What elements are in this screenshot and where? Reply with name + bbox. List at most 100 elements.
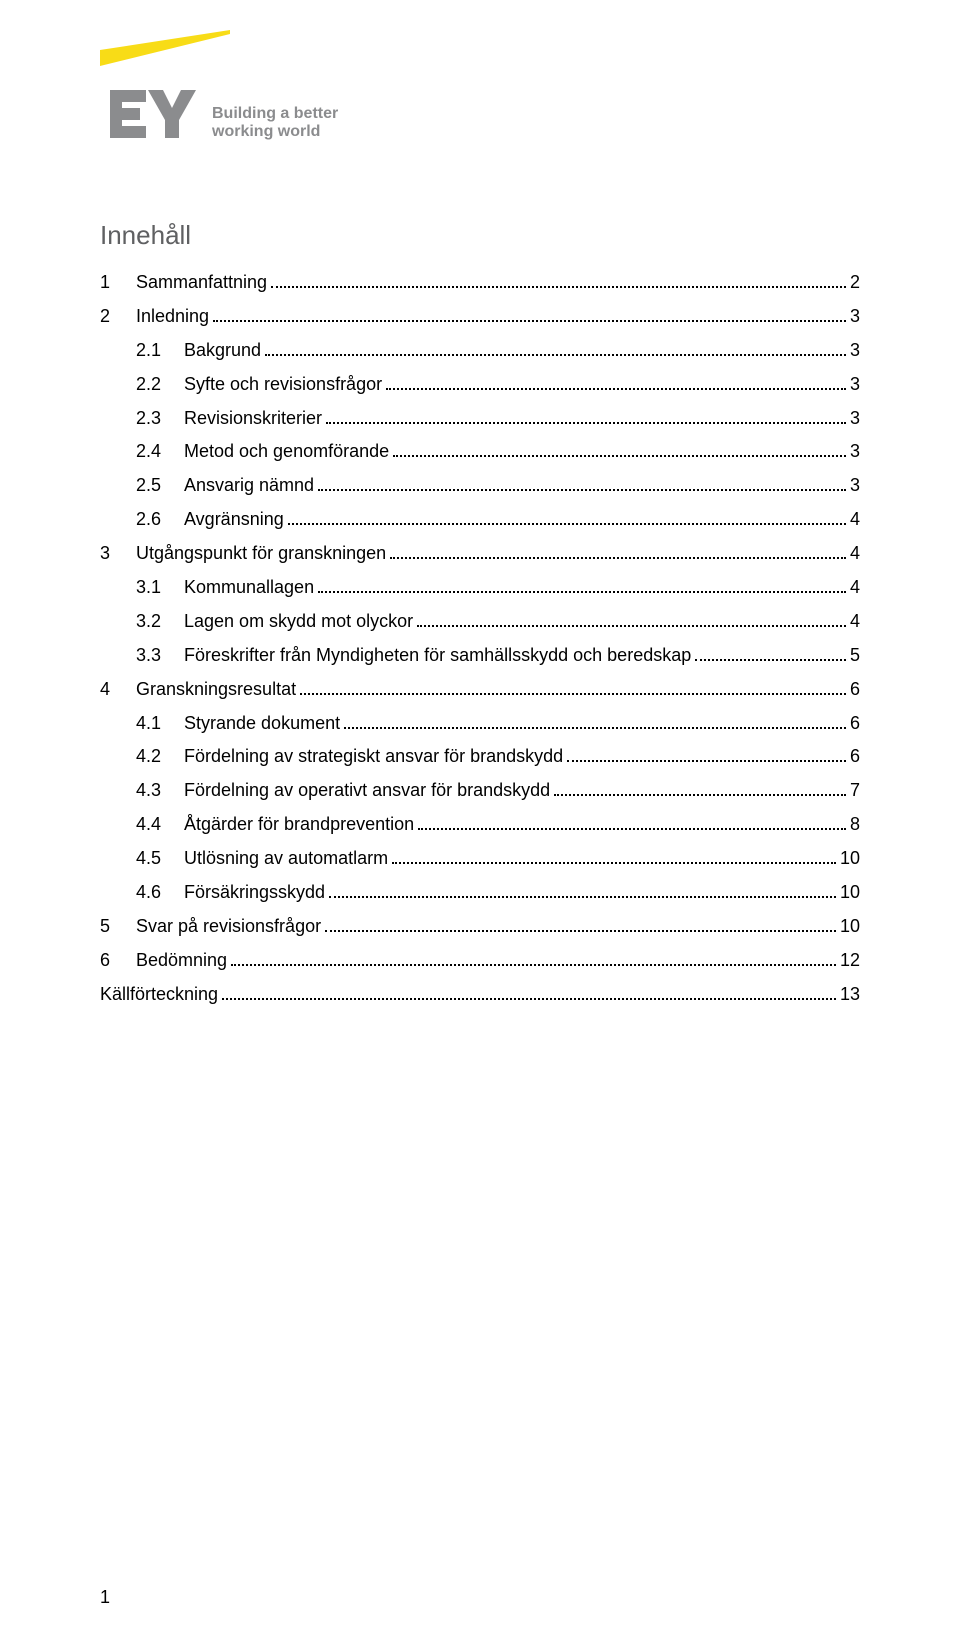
toc-entry-number: 4.2 [136,743,184,771]
toc-entry-number: 2.2 [136,371,184,399]
toc-entry-label: Syfte och revisionsfrågor [184,371,382,399]
toc-row: 3.1Kommunallagen 4 [100,574,860,602]
toc-row: 4.4Åtgärder för brandprevention 8 [100,811,860,839]
toc-row: 6Bedömning12 [100,947,860,975]
toc-entry-page: 10 [840,913,860,941]
toc-entry-label: Kommunallagen [184,574,314,602]
toc-entry-page: 10 [840,879,860,907]
toc-entry-label: Åtgärder för brandprevention [184,811,414,839]
toc-entry-page: 8 [850,811,860,839]
toc-entry-number: 6 [100,947,136,975]
toc-entry-page: 4 [850,540,860,568]
toc-row: 2Inledning 3 [100,303,860,331]
toc-row: 2.1Bakgrund 3 [100,337,860,365]
toc-leader [318,475,846,491]
toc-entry-page: 3 [850,371,860,399]
toc-row: 3Utgångspunkt för granskningen4 [100,540,860,568]
toc-entry-number: 4 [100,676,136,704]
toc-entry-label: Utgångspunkt för granskningen [136,540,386,568]
toc-entry-label: Revisionskriterier [184,405,322,433]
toc-entry-label: Lagen om skydd mot olyckor [184,608,413,636]
toc-leader [695,645,846,661]
toc-entry-label: Ansvarig nämnd [184,472,314,500]
toc-entry-number: 4.6 [136,879,184,907]
footer-page-number: 1 [100,1587,110,1608]
toc-row: 3.3Föreskrifter från Myndigheten för sam… [100,642,860,670]
toc-row: 4Granskningsresultat6 [100,676,860,704]
toc-entry-number: 2.6 [136,506,184,534]
toc-entry-number: 2 [100,303,136,331]
toc-entry-page: 10 [840,845,860,873]
toc-entry-number: 4.1 [136,710,184,738]
toc-entry-label: Svar på revisionsfrågor [136,913,321,941]
toc-row: 2.3Revisionskriterier 3 [100,405,860,433]
toc-entry-number: 2.4 [136,438,184,466]
toc-entry-label: Bedömning [136,947,227,975]
toc-entry-number: 2.5 [136,472,184,500]
toc-entry-page: 3 [850,337,860,365]
ey-logo-svg: Building a better working world [100,30,380,160]
toc-entry-page: 3 [850,303,860,331]
toc-entry-page: 2 [850,269,860,297]
toc-entry-page: 3 [850,405,860,433]
toc-row: 5Svar på revisionsfrågor 10 [100,913,860,941]
toc-entry-number: 1 [100,269,136,297]
toc-entry-label: Föreskrifter från Myndigheten för samhäl… [184,642,691,670]
toc-row: 2.2Syfte och revisionsfrågor 3 [100,371,860,399]
toc-row: 2.4Metod och genomförande 3 [100,438,860,466]
toc-leader [213,306,846,322]
toc-entry-label: Sammanfattning [136,269,267,297]
toc-entry-number: 3.3 [136,642,184,670]
toc-row: 2.5Ansvarig nämnd 3 [100,472,860,500]
toc-entry-label: Inledning [136,303,209,331]
toc-entry-page: 13 [840,981,860,1009]
toc-entry-number: 2.1 [136,337,184,365]
toc-entry-label: Fördelning av strategiskt ansvar för bra… [184,743,563,771]
toc-row: 1Sammanfattning 2 [100,269,860,297]
toc-leader [271,272,846,288]
toc-entry-label: Styrande dokument [184,710,340,738]
toc-entry-page: 7 [850,777,860,805]
logo-tagline-line1: Building a better [212,105,338,122]
toc-leader [344,712,846,728]
toc: 1Sammanfattning22Inledning32.1Bakgrund32… [100,269,860,1009]
toc-leader [417,611,846,627]
toc-leader [222,984,836,1000]
toc-entry-label: Bakgrund [184,337,261,365]
toc-leader [288,509,846,525]
toc-entry-label: Försäkringsskydd [184,879,325,907]
toc-entry-number: 4.5 [136,845,184,873]
toc-entry-page: 3 [850,472,860,500]
toc-title: Innehåll [100,220,860,251]
toc-entry-number: 2.3 [136,405,184,433]
toc-leader [386,373,846,389]
toc-leader [393,441,846,457]
toc-leader [418,814,846,830]
toc-row: Källförteckning 13 [100,981,860,1009]
toc-entry-number: 5 [100,913,136,941]
toc-entry-page: 3 [850,438,860,466]
toc-leader [554,780,846,796]
toc-entry-page: 5 [850,642,860,670]
toc-entry-number: 3.2 [136,608,184,636]
toc-entry-page: 6 [850,676,860,704]
toc-entry-label: Utlösning av automatlarm [184,845,388,873]
toc-entry-page: 4 [850,574,860,602]
page: Building a better working world Innehåll… [0,0,960,1648]
toc-entry-number: 4.4 [136,811,184,839]
toc-row: 4.6Försäkringsskydd 10 [100,879,860,907]
toc-entry-page: 4 [850,608,860,636]
toc-entry-number: 4.3 [136,777,184,805]
toc-entry-number: 3.1 [136,574,184,602]
toc-row: 2.6Avgränsning4 [100,506,860,534]
toc-entry-label: Metod och genomförande [184,438,389,466]
toc-leader [326,407,846,423]
toc-leader [390,543,846,559]
toc-leader [265,340,846,356]
toc-leader [300,679,846,695]
toc-entry-page: 6 [850,743,860,771]
toc-leader [392,848,836,864]
logo-tagline-line2: working world [211,123,320,140]
toc-row: 3.2Lagen om skydd mot olyckor 4 [100,608,860,636]
toc-entry-label: Källförteckning [100,981,218,1009]
